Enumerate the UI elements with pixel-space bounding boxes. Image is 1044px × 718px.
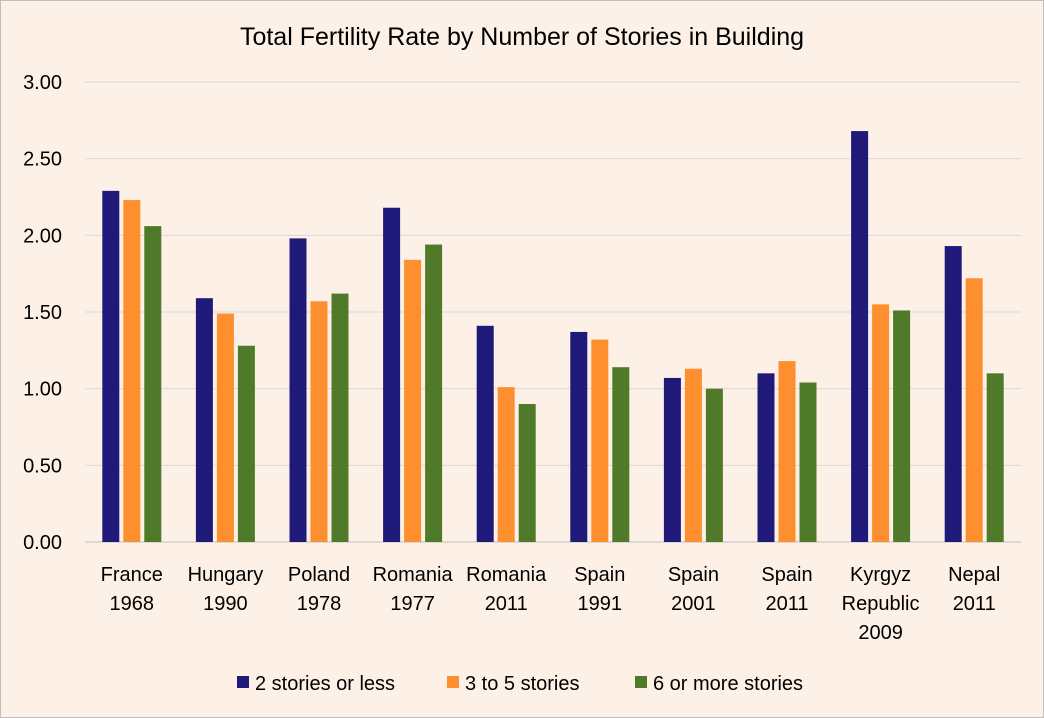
y-tick-label: 1.50 [23,302,62,324]
bar-3-to-5-stories-spain-2011 [778,361,796,542]
bar-2-stories-or-less-poland-1978 [289,238,307,542]
bar-6-or-more-stories-spain-2011 [799,382,817,542]
legend-label: 3 to 5 stories [465,673,580,695]
bar-3-to-5-stories-nepal-2011 [965,278,983,542]
bar-6-or-more-stories-romania-2011 [518,404,536,542]
chart-title: Total Fertility Rate by Number of Storie… [240,23,804,51]
y-tick-label: 0.50 [23,455,62,477]
x-tick-label: Spain 1991 [574,564,625,615]
bar-2-stories-or-less-romania-2011 [476,325,494,542]
legend-label: 6 or more stories [653,673,803,695]
x-tick-label: Hungary 1990 [188,564,264,615]
x-tick-label: France 1968 [101,564,163,615]
x-tick-label: Spain 2011 [761,564,812,615]
y-tick-label: 2.00 [23,225,62,247]
bar-2-stories-or-less-spain-1991 [570,331,588,542]
y-tick-label: 0.00 [23,532,62,554]
bar-3-to-5-stories-kyrgyz-republic-2009 [872,304,890,542]
x-axis-category-labels: France 1968 Hungary 1990 Poland 1978 Romania 19… [101,564,1001,644]
x-tick-label: Poland 1978 [288,564,350,615]
legend-item-3-to-5-stories: 3 to 5 stories [447,673,580,695]
x-tick-label: Nepal 2011 [948,564,1000,615]
bar-2-stories-or-less-nepal-2011 [944,246,962,543]
bar-2-stories-or-less-kyrgyz-republic-2009 [851,131,869,543]
x-tick-label: Kyrgyz Republic 2009 [842,564,920,644]
legend-swatch [447,676,459,688]
bar-6-or-more-stories-nepal-2011 [986,373,1004,542]
bar-2-stories-or-less-romania-1977 [383,207,401,542]
bar-2-stories-or-less-spain-2001 [663,377,681,542]
bar-2-stories-or-less-hungary-1990 [195,298,213,542]
legend-label: 2 stories or less [255,673,395,695]
legend-item-6-or-more-stories: 6 or more stories [635,673,803,695]
y-tick-label: 1.00 [23,379,62,401]
y-axis-tick-labels: 0.00 0.50 1.00 1.50 2.00 2.50 3.00 [23,72,62,554]
bar-3-to-5-stories-france-1968 [123,200,141,543]
bars [102,131,1004,543]
bar-6-or-more-stories-romania-1977 [425,244,443,543]
bar-2-stories-or-less-france-1968 [102,190,120,542]
bar-6-or-more-stories-spain-2001 [705,388,723,542]
bar-6-or-more-stories-poland-1978 [331,293,349,542]
bar-3-to-5-stories-poland-1978 [310,301,328,542]
x-tick-label: Spain 2001 [668,564,719,615]
bar-3-to-5-stories-spain-2001 [684,368,702,542]
legend-item-2-stories-or-less: 2 stories or less [237,673,395,695]
legend-swatch [635,676,647,688]
y-tick-label: 3.00 [23,72,62,94]
bar-2-stories-or-less-spain-2011 [757,373,775,542]
bar-3-to-5-stories-romania-2011 [497,387,515,542]
bar-3-to-5-stories-hungary-1990 [216,313,234,542]
bar-3-to-5-stories-spain-1991 [591,339,609,542]
bar-6-or-more-stories-hungary-1990 [237,345,255,542]
y-tick-label: 2.50 [23,149,62,171]
bar-3-to-5-stories-romania-1977 [404,259,422,542]
bar-6-or-more-stories-france-1968 [144,226,162,542]
x-tick-label: Romania 1977 [373,564,454,615]
bar-6-or-more-stories-spain-1991 [612,367,630,542]
x-tick-label: Romania 2011 [466,564,547,615]
bar-6-or-more-stories-kyrgyz-republic-2009 [893,310,911,542]
legend-swatch [237,676,249,688]
legend: 2 stories or less 3 to 5 stories 6 or more… [237,673,803,695]
